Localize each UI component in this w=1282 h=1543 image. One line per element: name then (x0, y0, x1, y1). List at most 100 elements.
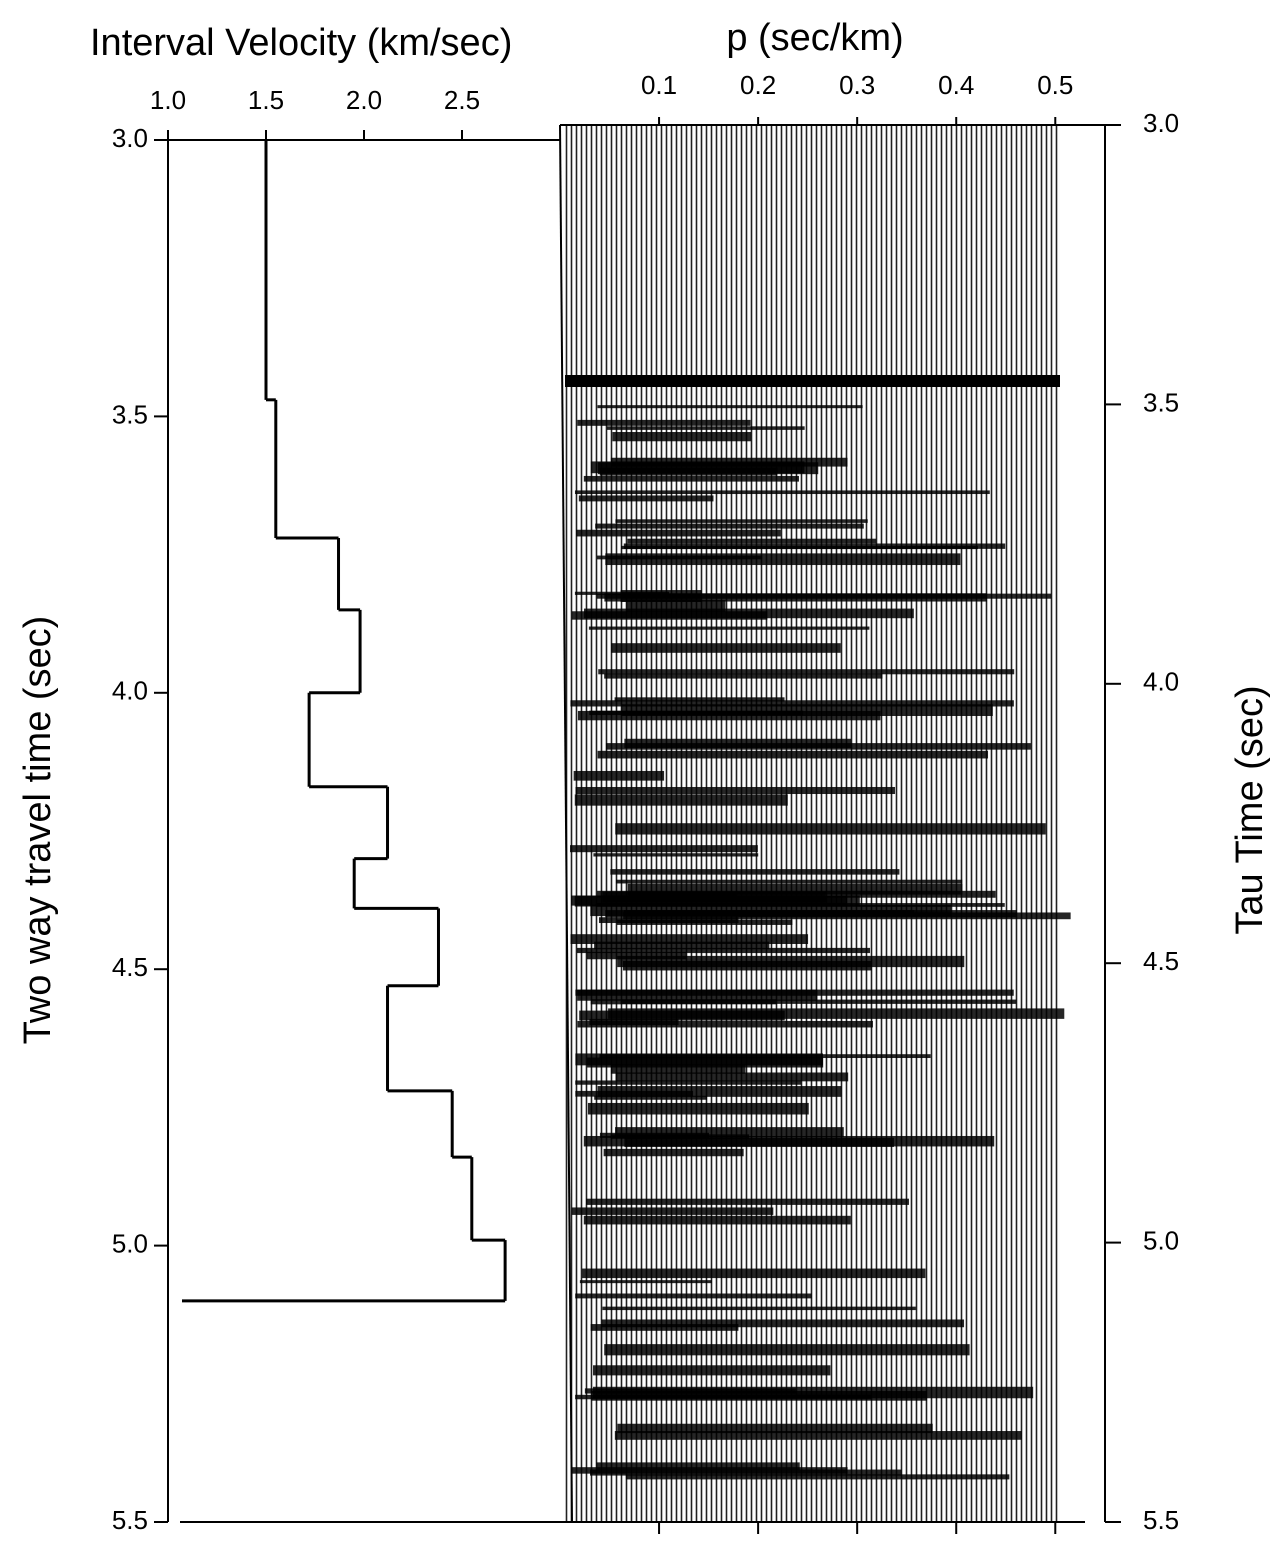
reflector (576, 529, 781, 537)
reflector (605, 553, 961, 566)
reflector (624, 738, 852, 748)
y-tick-label: 5.0 (112, 1228, 148, 1258)
reflector (574, 490, 990, 495)
reflector (571, 895, 860, 906)
left-title: Interval Velocity (km/sec) (90, 22, 512, 64)
reflector (577, 1020, 873, 1028)
reflector (573, 770, 665, 781)
reflector (615, 1072, 849, 1082)
y-tick-label: 5.0 (1143, 1225, 1179, 1255)
y-tick-label: 3.0 (1143, 108, 1179, 138)
reflector (620, 999, 1017, 1004)
reflector (627, 538, 877, 544)
reflector (590, 1469, 902, 1476)
reflector (599, 467, 778, 476)
reflector (575, 1080, 802, 1085)
reflector (595, 523, 864, 529)
reflector (624, 910, 915, 914)
y-tick-label: 3.5 (112, 399, 148, 429)
reflector (615, 879, 963, 884)
x-tick-label: 0.2 (740, 70, 776, 100)
x-tick-label: 2.5 (444, 85, 480, 115)
y-tick-label: 5.5 (112, 1505, 148, 1535)
reflector (570, 845, 758, 853)
seismic-section (565, 125, 1071, 1522)
y-tick-label: 3.0 (112, 123, 148, 153)
reflector (577, 710, 881, 721)
reflector (586, 1198, 909, 1205)
x-tick-label: 0.1 (641, 70, 677, 100)
reflector (575, 989, 1014, 996)
reflector (583, 608, 914, 619)
reflector (590, 999, 777, 1005)
reflector (575, 786, 896, 795)
reflector (610, 1064, 746, 1074)
reflector (588, 626, 870, 630)
right-title: p (sec/km) (726, 17, 903, 59)
reflector (578, 495, 714, 502)
reflector (615, 823, 1046, 835)
y-tick-label: 4.0 (112, 676, 148, 706)
reflector (610, 869, 900, 875)
reflector (586, 951, 687, 960)
reflector (622, 960, 872, 971)
reflector (582, 1268, 926, 1279)
reflector (604, 1344, 970, 1356)
reflector (602, 1306, 916, 1311)
reflector (571, 1207, 774, 1215)
reflector (570, 934, 809, 944)
reflector (565, 375, 1060, 387)
reflector (623, 912, 1071, 920)
reflector (598, 669, 1015, 675)
right-y-label: Tau Time (sec) (1229, 685, 1271, 934)
reflector (610, 1134, 750, 1139)
reflector (590, 461, 805, 474)
reflector (590, 1324, 739, 1331)
reflector (579, 1280, 712, 1284)
reflector (615, 1127, 844, 1138)
reflector (603, 1148, 744, 1157)
x-tick-label: 0.5 (1037, 70, 1073, 100)
reflector (604, 673, 883, 679)
reflector (599, 1054, 931, 1059)
x-tick-label: 0.3 (839, 70, 875, 100)
reflector (615, 519, 868, 523)
reflector (575, 1293, 812, 1299)
x-tick-label: 1.5 (248, 85, 284, 115)
x-tick-label: 2.0 (346, 85, 382, 115)
reflector (594, 941, 770, 950)
reflector (621, 545, 978, 550)
reflector (577, 419, 751, 426)
reflector (574, 794, 788, 806)
y-tick-label: 4.5 (112, 952, 148, 982)
reflector (608, 1008, 1065, 1019)
reflector (614, 697, 785, 702)
reflector (593, 1365, 831, 1376)
reflector (606, 426, 805, 430)
y-tick-label: 5.5 (1143, 1505, 1179, 1535)
reflector (612, 432, 752, 442)
reflector (591, 1391, 927, 1401)
reflector (576, 947, 871, 954)
reflector (614, 1431, 1022, 1440)
reflector (616, 919, 793, 925)
reflector (604, 593, 987, 602)
reflector (597, 1086, 842, 1097)
reflector (596, 1462, 800, 1470)
reflector (593, 853, 759, 857)
reflector (624, 1137, 894, 1147)
left-border (559, 124, 573, 1523)
reflector (594, 1095, 708, 1100)
reflector (601, 1319, 965, 1328)
reflector (611, 643, 841, 653)
reflector (583, 475, 799, 482)
reflector (587, 1102, 809, 1115)
reflector (570, 700, 1014, 707)
left-y-label: Two way travel time (sec) (17, 616, 59, 1045)
reflector (621, 704, 993, 716)
reflector (617, 1423, 933, 1434)
x-tick-label: 1.0 (150, 85, 186, 115)
y-tick-label: 3.5 (1143, 387, 1179, 417)
reflector (597, 750, 989, 759)
